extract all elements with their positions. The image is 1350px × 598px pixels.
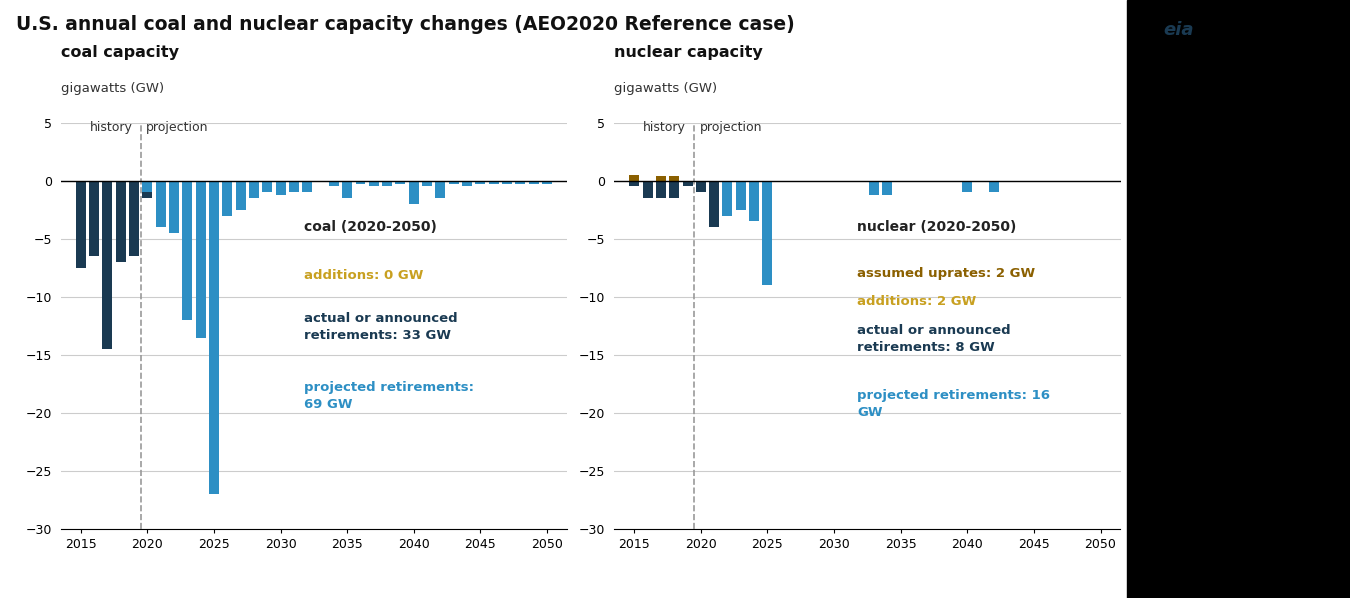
Text: actual or announced
retirements: 8 GW: actual or announced retirements: 8 GW <box>857 324 1011 354</box>
Bar <box>409 181 418 204</box>
Bar <box>209 181 219 495</box>
Bar <box>541 181 552 184</box>
Bar <box>683 181 693 187</box>
Bar <box>629 181 640 187</box>
Bar <box>695 181 706 193</box>
Bar <box>223 181 232 215</box>
Text: gigawatts (GW): gigawatts (GW) <box>61 82 163 95</box>
Bar <box>236 181 246 210</box>
Bar <box>869 181 879 194</box>
Text: projected retirements:
69 GW: projected retirements: 69 GW <box>304 381 474 411</box>
Bar <box>670 181 679 198</box>
Bar <box>329 181 339 187</box>
Text: projection: projection <box>146 121 208 134</box>
Bar <box>130 181 139 256</box>
Bar <box>155 181 166 221</box>
Bar <box>182 181 192 320</box>
Bar <box>749 181 759 221</box>
Bar <box>182 181 192 187</box>
Bar <box>423 181 432 187</box>
Bar <box>436 181 446 198</box>
Bar <box>209 181 219 204</box>
Text: assumed uprates: 2 GW: assumed uprates: 2 GW <box>857 267 1035 280</box>
Bar <box>475 181 486 184</box>
Bar <box>990 181 999 193</box>
Text: gigawatts (GW): gigawatts (GW) <box>614 82 717 95</box>
Bar <box>763 181 772 285</box>
Bar <box>643 181 652 198</box>
Text: history: history <box>644 121 686 134</box>
Bar <box>76 181 86 268</box>
Text: projection: projection <box>699 121 761 134</box>
Bar <box>89 181 99 256</box>
Bar <box>369 181 379 187</box>
Text: nuclear (2020-2050): nuclear (2020-2050) <box>857 220 1017 234</box>
Text: history: history <box>90 121 132 134</box>
Bar <box>883 181 892 194</box>
Bar <box>629 175 640 181</box>
Bar <box>516 181 525 184</box>
Bar <box>502 181 512 184</box>
Bar <box>529 181 539 184</box>
Bar <box>670 176 679 181</box>
Bar <box>355 181 366 184</box>
Bar <box>342 181 352 198</box>
Bar <box>262 181 273 193</box>
Bar <box>396 181 405 184</box>
Bar <box>169 181 180 210</box>
Bar <box>302 181 312 193</box>
Text: coal capacity: coal capacity <box>61 45 178 60</box>
Text: additions: 2 GW: additions: 2 GW <box>857 295 976 309</box>
Text: additions: 0 GW: additions: 0 GW <box>304 269 423 282</box>
Text: U.S. annual coal and nuclear capacity changes (AEO2020 Reference case): U.S. annual coal and nuclear capacity ch… <box>16 15 795 34</box>
Bar <box>248 181 259 198</box>
Bar <box>656 181 666 198</box>
Text: eia: eia <box>1164 21 1195 39</box>
Text: nuclear capacity: nuclear capacity <box>614 45 763 60</box>
Bar <box>169 181 180 233</box>
Bar <box>103 181 112 349</box>
Bar <box>448 181 459 184</box>
Bar <box>489 181 498 184</box>
Bar <box>462 181 472 187</box>
Bar <box>155 181 166 227</box>
Bar <box>709 181 720 227</box>
Bar <box>116 181 126 262</box>
Bar <box>289 181 298 193</box>
Bar <box>963 181 972 193</box>
Bar <box>275 181 286 194</box>
Bar <box>196 181 205 337</box>
Bar <box>382 181 391 187</box>
Bar <box>656 176 666 181</box>
Bar <box>142 181 153 193</box>
Text: actual or announced
retirements: 33 GW: actual or announced retirements: 33 GW <box>304 312 458 341</box>
Bar <box>722 181 733 215</box>
Bar <box>142 181 153 198</box>
Text: coal (2020-2050): coal (2020-2050) <box>304 220 436 234</box>
Bar <box>196 181 205 221</box>
Text: projected retirements: 16
GW: projected retirements: 16 GW <box>857 389 1050 419</box>
Bar <box>736 181 745 210</box>
